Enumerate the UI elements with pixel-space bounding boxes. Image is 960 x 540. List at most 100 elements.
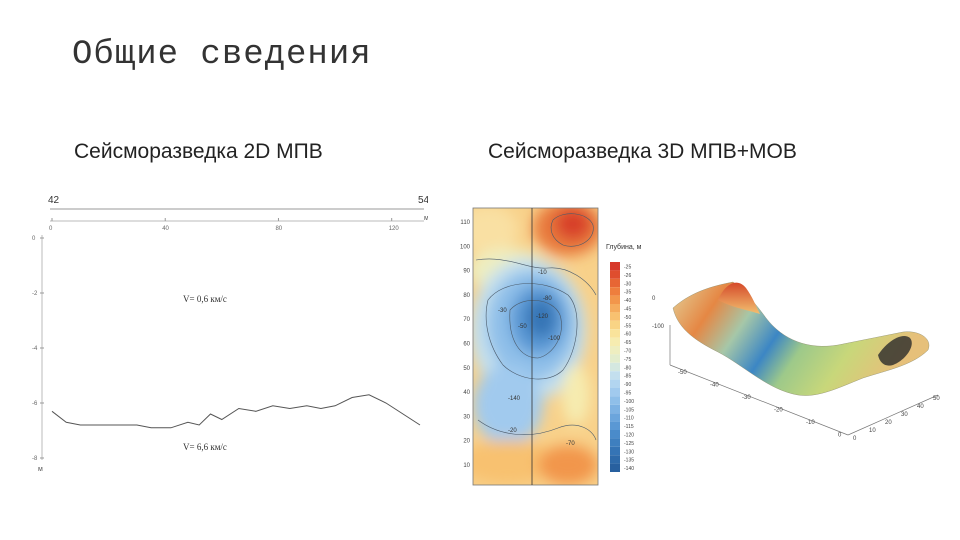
- legend-swatch: [610, 396, 620, 405]
- legend-swatch: [610, 354, 620, 363]
- lower-layer-velocity: V= 6,6 км/с: [183, 442, 227, 452]
- legend-value: -130: [624, 449, 634, 455]
- caption-3d-survey: Сейсморазведка 3D МПВ+МОВ: [488, 140, 797, 163]
- axis-y-label: 20: [885, 420, 892, 426]
- legend-value: -125: [624, 441, 634, 447]
- legend-value: -50: [624, 315, 631, 321]
- depth-contours: [475, 213, 597, 441]
- contour-label: -20: [508, 428, 517, 434]
- caption-2d-refraction: Сейсморазведка 2D МПВ: [74, 140, 323, 163]
- axis-x-label: 0: [838, 433, 842, 439]
- upper-layer-velocity: V= 0,6 км/с: [183, 294, 227, 304]
- contour-label: -70: [566, 441, 575, 447]
- legend-value: -45: [624, 307, 631, 313]
- distance-tick-label: 80: [275, 226, 282, 232]
- legend-swatch: [610, 379, 620, 388]
- legend-value: -60: [624, 332, 631, 338]
- legend-value: -135: [624, 458, 634, 464]
- legend-swatch: [610, 388, 620, 397]
- legend-value: -55: [624, 323, 631, 329]
- 3d-axis-z-labels: 0 -100: [652, 296, 665, 330]
- depth-tick-label: -2: [32, 291, 38, 297]
- legend-swatch: [610, 312, 620, 321]
- axis-z-label: 0: [652, 296, 656, 302]
- map-frame: [472, 207, 599, 486]
- legend-swatch: [610, 413, 620, 422]
- legend-value: -25: [624, 265, 631, 271]
- map-y-tick-label: 20: [463, 439, 470, 445]
- legend-value: -120: [624, 433, 634, 439]
- axis-y-label: 50: [933, 396, 940, 402]
- axis-z-label: -100: [652, 324, 665, 330]
- legend-swatch: [610, 304, 620, 313]
- legend-value: -26: [624, 273, 631, 279]
- legend-value: -40: [624, 298, 631, 304]
- distance-tick-label: 0: [49, 226, 53, 232]
- axis-y-label: 10: [869, 428, 876, 434]
- depth-ticks: 0 -2 -4 -6 -8: [32, 236, 44, 462]
- map-y-tick-label: 10: [463, 463, 470, 469]
- legend-swatch: [610, 362, 620, 372]
- distance-tick-label: 40: [162, 226, 169, 232]
- axis-y-label: 40: [917, 404, 924, 410]
- map-y-tick-label: 60: [463, 342, 470, 348]
- legend-swatch: [610, 421, 620, 430]
- axis-x-label: -40: [710, 383, 719, 389]
- legend-value: -140: [624, 466, 634, 472]
- 3d-axis-y-labels: 0 10 20 30 40 50: [853, 396, 940, 442]
- depth-tick-label: -4: [32, 346, 38, 352]
- relief-shadow: [878, 335, 912, 366]
- legend-value: -90: [624, 382, 631, 388]
- map-y-tick-label: 40: [463, 390, 470, 396]
- map-y-tick-label: 80: [463, 293, 470, 299]
- refraction-2d-section: 42 54 м 0 40 80 120 0 -2 -4 -6 -8 м V= 0,6 км/с…: [32, 195, 428, 473]
- legend-swatch: [610, 430, 620, 439]
- depth-legend: -25 -26 -30 -35 -40 -45 -50 -55 -60 -65 -70 -75 -80 -…: [610, 262, 634, 472]
- contour-label: -100: [548, 336, 561, 342]
- legend-swatch: [610, 320, 620, 330]
- legend-value: -115: [624, 424, 634, 430]
- axis-x-label: -30: [742, 395, 751, 401]
- legend-swatch: [610, 270, 620, 279]
- axis-x-label: -20: [774, 408, 783, 414]
- legend-swatch: [610, 262, 620, 271]
- legend-swatch: [610, 371, 620, 380]
- contour-labels: -10 -30 -50 -80 -100 -120 -140 -70 -20: [498, 270, 575, 447]
- legend-value: -105: [624, 407, 634, 413]
- legend-value: -85: [624, 374, 631, 380]
- legend-value: -75: [624, 357, 631, 363]
- 3d-axes: [669, 325, 939, 436]
- picket-end-label: 54: [418, 195, 428, 206]
- picket-start-label: 42: [48, 195, 60, 206]
- legend-swatch: [610, 463, 620, 472]
- legend-swatch: [610, 295, 620, 304]
- depth-map-fill: [473, 208, 598, 485]
- map-y-tick-label: 50: [463, 366, 470, 372]
- axis-y-label: 0: [853, 436, 857, 442]
- contour-label: -10: [538, 270, 547, 276]
- 3d-axis-x-labels: -50 -40 -30 -20 -10 0: [678, 370, 842, 439]
- slide-title: Общие сведения: [72, 36, 372, 74]
- legend-swatch: [610, 337, 620, 346]
- legend-swatch: [610, 346, 620, 355]
- map-y-tick-label: 30: [463, 414, 470, 420]
- legend-swatch: [610, 278, 620, 288]
- axis-x-label: -10: [806, 420, 815, 426]
- contour-label: -30: [498, 308, 507, 314]
- distance-ticks: 0 40 80 120: [49, 218, 399, 232]
- legend-value: -70: [624, 349, 631, 355]
- legend-value: -80: [624, 365, 631, 371]
- axis-x-label: -50: [678, 370, 687, 376]
- legend-swatch: [610, 455, 620, 464]
- refraction-boundary-line: [51, 394, 421, 429]
- map-y-tick-label: 70: [463, 317, 470, 323]
- axis-y-label: 30: [901, 412, 908, 418]
- legend-swatch: [610, 287, 620, 296]
- relief-peak: [718, 282, 760, 314]
- map-y-tick-label: 110: [460, 220, 470, 226]
- depth-tick-label: -8: [32, 456, 38, 462]
- legend-value: -100: [624, 399, 634, 405]
- distance-tick-label: 120: [389, 226, 400, 232]
- contour-label: -80: [543, 296, 552, 302]
